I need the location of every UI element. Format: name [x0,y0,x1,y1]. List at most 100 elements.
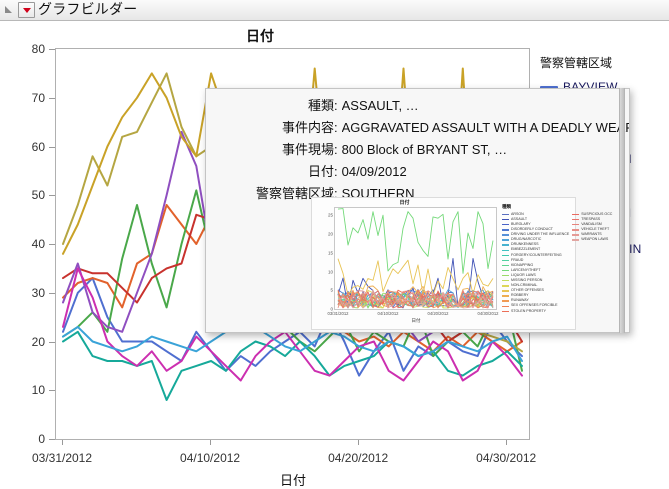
tooltip-row: 日付:04/09/2012 [206,161,629,183]
mini-legend-label: DRUNKENNESS [511,242,539,247]
y-tick-mark [49,244,55,245]
mini-legend-swatch [502,269,509,272]
mini-legend-label: ROBBERY [511,293,529,298]
mini-legend-item[interactable]: SUSPICIOUS OCC [572,212,612,217]
mini-legend-swatch [572,224,580,226]
mini-chart-y-axis: 0 5 10 15 20 25 [312,207,333,312]
mini-legend-item[interactable]: ASSAULT [502,217,569,222]
tooltip-right-edge-scrollstrip[interactable] [619,88,625,333]
x-tick-mark [62,440,63,445]
mini-y-tick-label: 15 [327,250,333,256]
tooltip-field-key: 種類 [307,99,334,114]
mini-legend-swatch [502,213,509,216]
mini-legend-swatch [502,239,509,241]
mini-legend-label: NON-CRIMINAL [511,283,538,288]
mini-x-tick-label: 03/31/2012 [327,311,349,316]
mini-y-tick-label: 5 [330,287,333,293]
y-tick-label: 70 [31,90,45,105]
mini-legend-label: VANDALISM [581,221,602,226]
mini-legend-item[interactable]: FORGERY/COUNTERFEITING [502,253,569,258]
mini-legend-item[interactable]: TRESPASS [572,217,612,222]
mini-legend-item[interactable]: LARCENY/THEFT [502,268,569,273]
mini-legend-label: LIQUOR LAWS [511,272,536,277]
tooltip-field-value: ASSAULT, … [341,98,419,113]
y-tick-mark [49,390,55,392]
mini-legend-label: SUSPICIOUS OCC [581,211,613,216]
mini-legend-item[interactable]: WEAPON LAWS [572,237,612,242]
mini-legend-item[interactable]: VANDALISM [572,222,612,227]
mini-legend-item[interactable]: EMBEZZLEMENT [502,248,569,253]
x-tick-label: 04/20/2012 [328,451,389,465]
mini-legend-swatch [502,274,509,277]
mini-chart-plot-area [334,207,497,310]
mini-legend-swatch [502,305,509,307]
mini-legend-item[interactable]: NON-CRIMINAL [502,283,569,288]
y-tick-label: 50 [31,188,45,203]
mini-legend-item[interactable]: DRIVING UNDER THE INFLUENCE [502,232,569,237]
mini-legend-item[interactable]: STOLEN PROPERTY [502,309,569,314]
tooltip-field-value: 800 Block of BRYANT ST, … [341,142,508,157]
mini-legend-label: BURGLARY [511,221,531,226]
mini-legend-item[interactable]: RUNAWAY [502,299,569,304]
mini-legend-item[interactable]: DISORDERLY CONDUCT [502,227,569,232]
y-axis: 0 10 20 30 40 50 60 70 80 [0,42,55,446]
mini-chart-legend-title: 種類 [502,204,511,209]
mini-legend-item[interactable]: DRUNKENNESS [502,243,569,248]
mini-legend-swatch [572,234,580,236]
mini-x-tick-label: 04/20/2012 [427,311,449,316]
mini-legend-item[interactable]: ARSON [502,212,569,217]
x-tick-mark [210,440,212,445]
mini-series-lines [337,208,494,309]
mini-legend-label: OTHER OFFENSES [511,288,544,293]
mini-legend-swatch [502,300,509,302]
mini-legend-label: EMBEZZLEMENT [511,247,541,252]
mini-legend-item[interactable]: ROBBERY [502,294,569,299]
x-axis-label: 日付 [279,474,306,489]
mini-legend-item[interactable]: OTHER OFFENSES [502,288,569,293]
mini-legend-item[interactable]: LIQUOR LAWS [502,273,569,278]
y-tick-label: 20 [31,334,45,349]
mini-legend-item[interactable]: MISSING PERSON [502,278,569,283]
mini-legend-label: DRUG/NARCOTIC [511,237,542,242]
mini-chart-legend: 種類 ARSON ASSAULT BURGLARY DISORDERLY CONDUC… [502,204,612,314]
y-tick-label: 80 [31,42,45,56]
mini-legend-item[interactable]: VEHICLE THEFT [572,227,612,232]
mini-y-tick-label: 20 [327,231,333,237]
mini-legend-item[interactable]: SEX OFFENSES FORCIBLE [502,304,569,309]
y-tick-label: 40 [31,237,45,251]
tooltip-field-key: 日付 [307,165,334,180]
mini-legend-item[interactable]: FRAUD [502,258,569,263]
mini-legend-item[interactable]: BURGLARY [502,222,569,227]
mini-legend-item[interactable]: WARRANTS [572,232,612,237]
mini-legend-label: MISSING PERSON [511,277,543,282]
tooltip-mini-chart: 日付 0 5 10 15 20 25 日付 03/31/2012 04/10/2012 04/… [311,197,612,330]
tooltip-colon: : [334,120,338,135]
x-axis: 日付 03/31/2012 04/10/2012 04/20/2012 04/30/2… [32,440,536,489]
chart-title: 日付 [246,29,274,45]
y-tick-mark [49,341,55,343]
x-tick-label: 03/31/2012 [31,451,93,465]
mini-legend-swatch [502,244,509,246]
y-tick-mark [49,439,55,440]
x-tick-label: 04/30/2012 [476,451,537,465]
mini-legend-label: TRESPASS [581,216,601,221]
y-tick-mark [49,292,55,294]
mini-legend-label: RUNAWAY [511,298,529,303]
y-tick-label: 0 [38,432,45,446]
triangle-collapse-icon[interactable] [4,5,15,16]
red-dropdown-arrow-icon[interactable] [18,2,35,18]
y-tick-mark [49,146,55,148]
mini-legend-swatch [502,295,509,297]
data-point-tooltip[interactable]: 種類: ASSAULT, … 事件内容: AGGRAVATED ASSAULT WIT… [205,88,630,333]
mini-y-tick-label: 10 [327,269,333,275]
mini-legend-swatch [502,310,509,313]
mini-legend-item[interactable]: DRUG/NARCOTIC [502,237,569,242]
tooltip-row: 事件現場:800 Block of BRYANT ST, … [206,139,629,161]
tooltip-row: 事件内容: AGGRAVATED ASSAULT WITH A DEADLY WE… [206,117,629,139]
mini-legend-label: LARCENY/THEFT [511,267,541,272]
mini-legend-item[interactable]: KIDNAPPING [502,263,569,268]
tooltip-row: 種類: ASSAULT, … [206,95,629,117]
y-tick-mark [49,49,55,50]
x-tick-mark [358,440,360,445]
mini-legend-swatch [502,285,509,287]
